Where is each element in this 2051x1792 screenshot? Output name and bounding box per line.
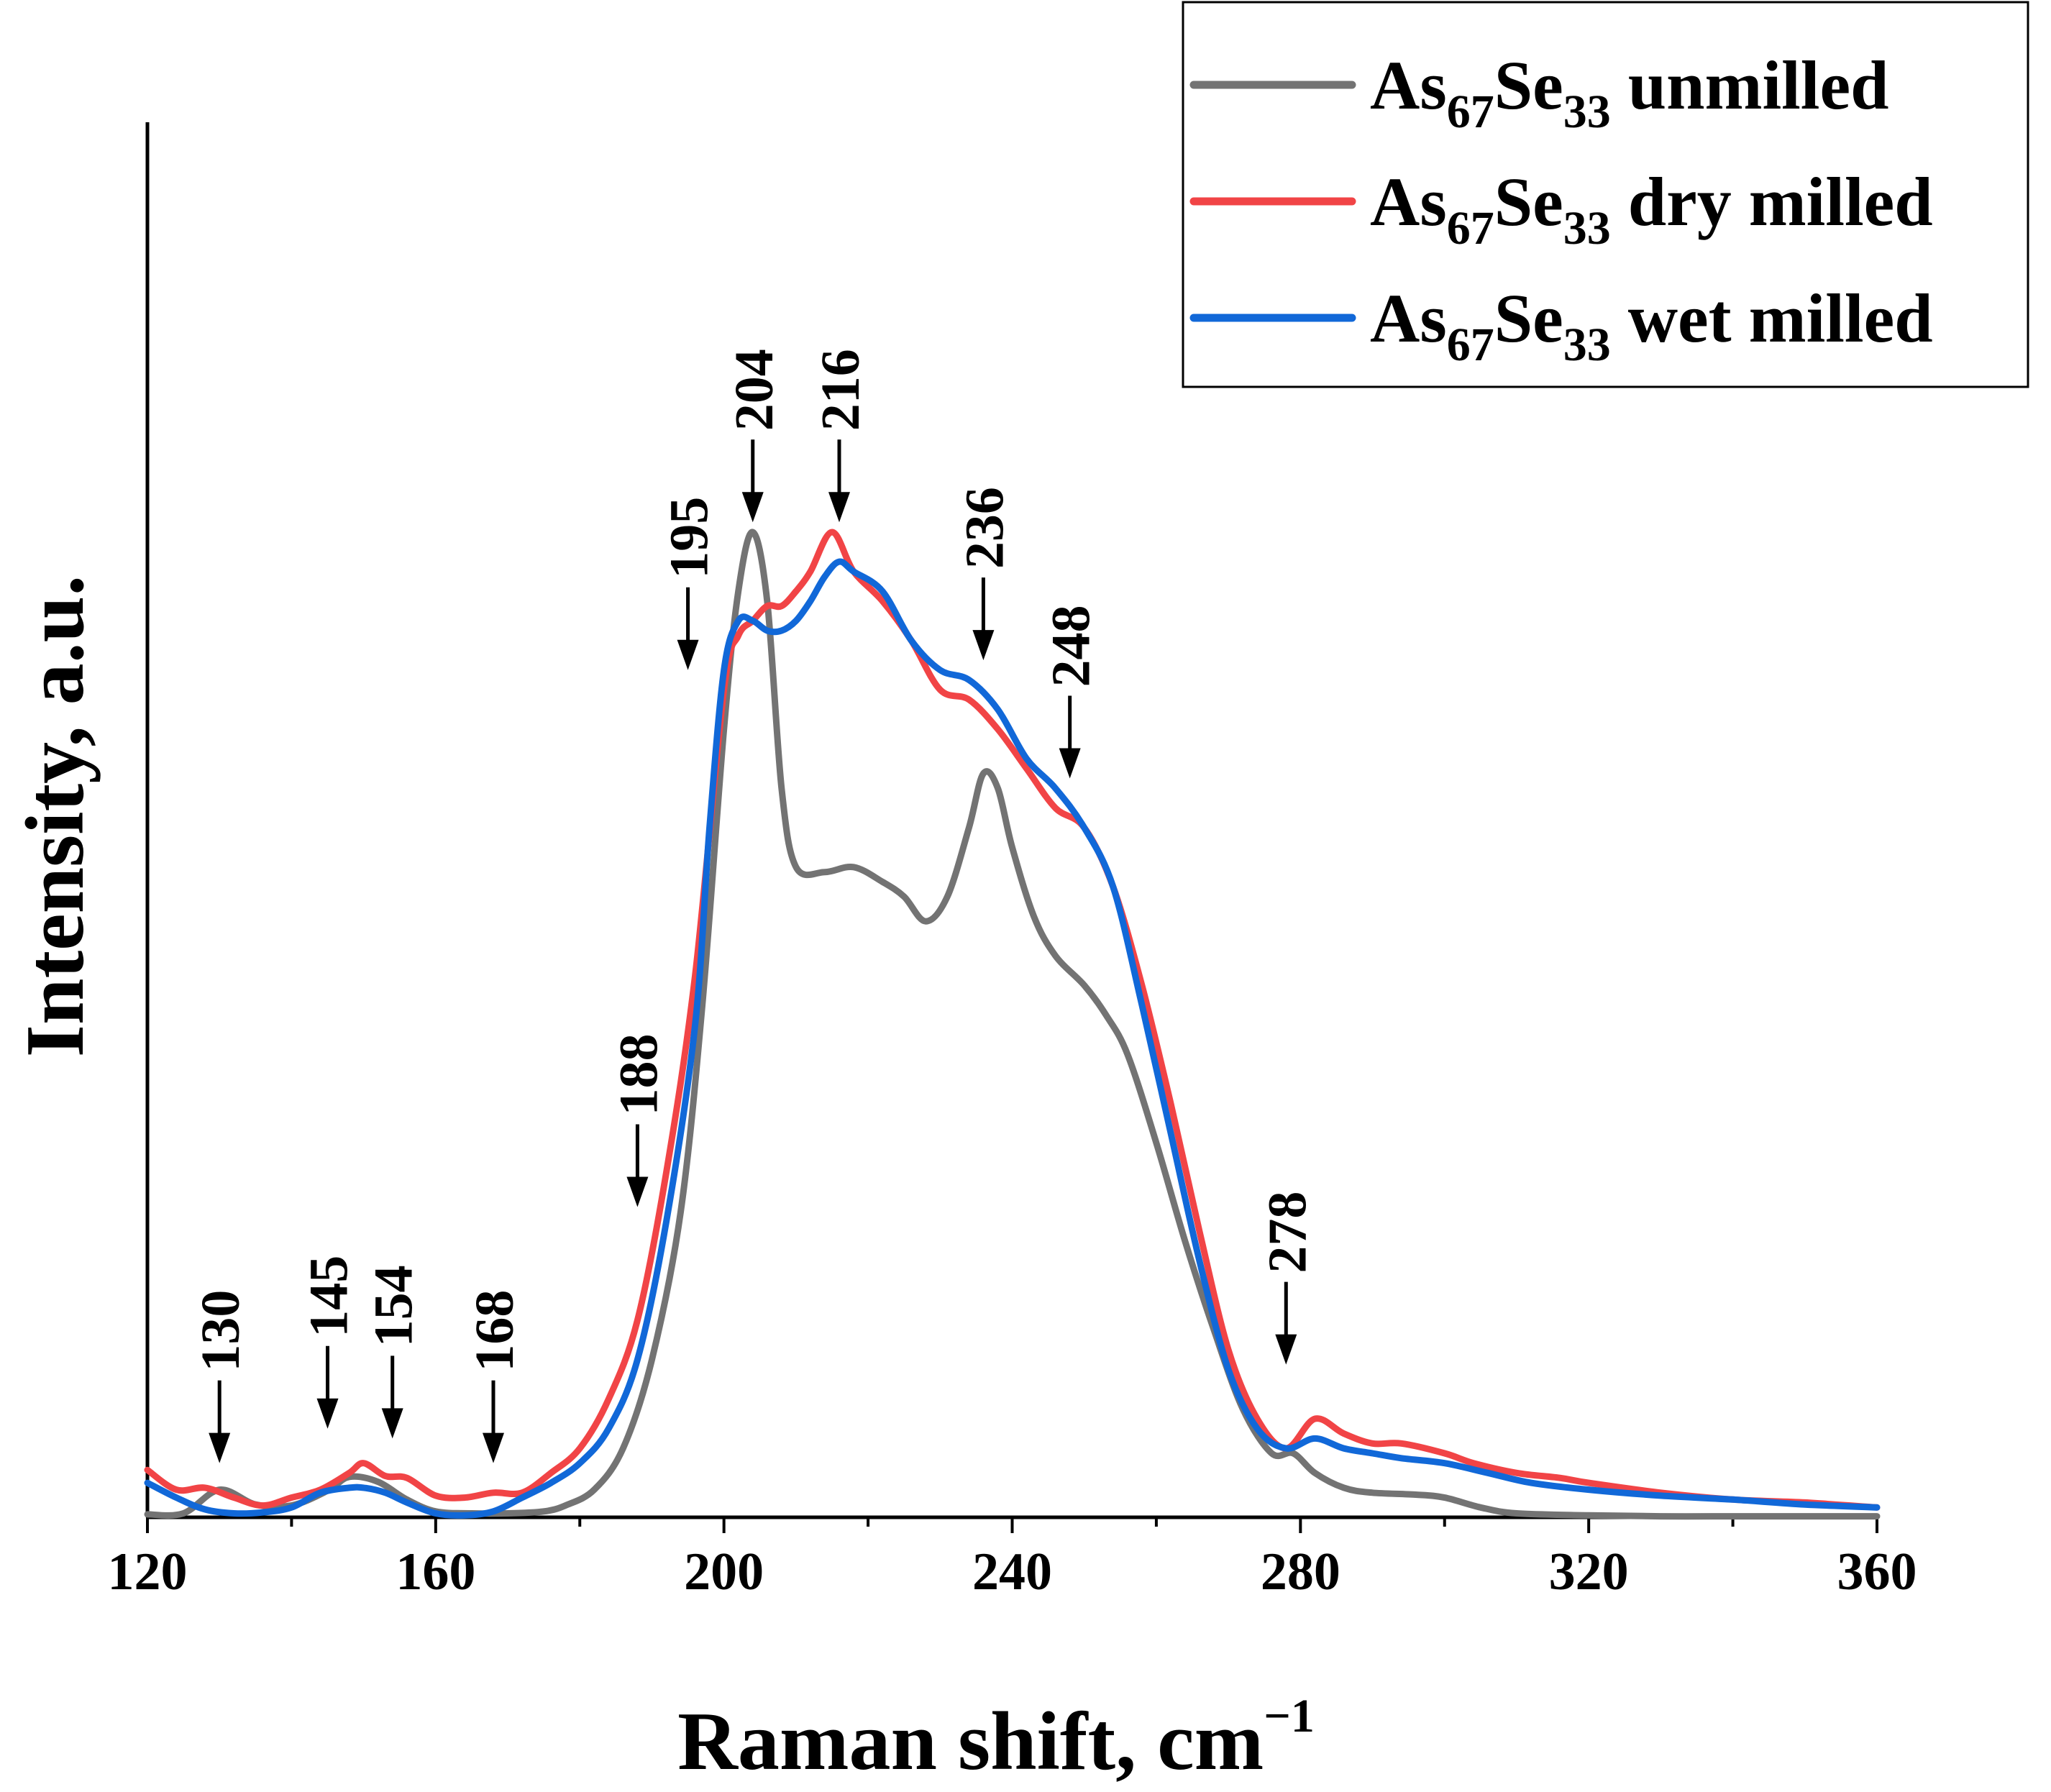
legend-label-part: 67 <box>1447 202 1494 255</box>
x-axis-title: Raman shift, cm−1 <box>677 1690 1315 1788</box>
legend-label: As67Se33 wet milled <box>1370 280 1933 371</box>
series-layer <box>144 529 1881 1520</box>
peak-annotation: 204 <box>724 349 785 523</box>
legend-item: As67Se33 wet milled <box>1189 280 1933 371</box>
peak-annotation: 216 <box>810 349 871 523</box>
x-tick-label: 120 <box>108 1542 188 1601</box>
peak-arrow-head <box>483 1432 504 1463</box>
legend-label-part: 33 <box>1563 86 1611 138</box>
x-axis-title-sup: −1 <box>1264 1690 1315 1742</box>
legend-label-part: As <box>1370 47 1447 124</box>
x-tick-label: 160 <box>396 1542 475 1601</box>
peak-annotation: 188 <box>608 1033 669 1207</box>
legend-label-part: 33 <box>1563 319 1611 371</box>
peak-annotation: 248 <box>1041 605 1102 779</box>
peak-label: 188 <box>608 1033 669 1115</box>
x-tick-label: 240 <box>972 1542 1052 1601</box>
peak-label: 248 <box>1041 605 1102 687</box>
peak-arrow-head <box>828 492 850 523</box>
x-tick-label: 280 <box>1261 1542 1340 1601</box>
peak-annotation: 168 <box>465 1290 525 1463</box>
y-axis-title: Intensity, a.u. <box>9 575 101 1057</box>
peak-annotation: 145 <box>299 1256 360 1429</box>
legend-label-part: As <box>1370 163 1447 240</box>
legend-item: As67Se33 dry milled <box>1189 163 1933 255</box>
peak-label: 216 <box>810 349 871 431</box>
peak-arrow-head <box>209 1432 231 1463</box>
peak-annotation: 154 <box>364 1265 424 1439</box>
peak-arrow-head <box>1059 748 1081 779</box>
series-line-1 <box>144 529 1881 1520</box>
legend-label-part: Se <box>1494 163 1563 240</box>
peak-label: 278 <box>1257 1192 1317 1274</box>
legend-label: As67Se33 unmilled <box>1370 47 1888 138</box>
peak-arrow-head <box>972 630 995 661</box>
peak-label: 154 <box>364 1265 424 1347</box>
legend-label-part: Se <box>1494 280 1563 357</box>
x-tick-label: 360 <box>1837 1542 1917 1601</box>
peak-arrow-head <box>381 1408 403 1439</box>
peak-arrow-head <box>741 492 764 523</box>
legend-label-part: Se <box>1494 47 1563 124</box>
peak-annotation: 278 <box>1257 1192 1317 1365</box>
peak-label: 236 <box>954 487 1015 569</box>
legend-label-part: 67 <box>1447 319 1494 371</box>
peak-label: 195 <box>659 497 720 579</box>
peak-arrow-head <box>626 1176 649 1207</box>
legend-label-part: As <box>1370 280 1447 357</box>
legend-label-part: dry milled <box>1611 163 1933 240</box>
peak-annotation: 195 <box>659 497 720 670</box>
series-line-3 <box>144 558 1881 1519</box>
peak-annotation: 236 <box>954 487 1015 661</box>
peak-arrow-head <box>677 639 699 670</box>
legend-label-part: unmilled <box>1611 47 1889 124</box>
axes: 120 160 200 240 280 320 360 <box>108 122 1917 1601</box>
peak-label: 145 <box>299 1256 360 1338</box>
peak-annotation: 130 <box>191 1290 251 1463</box>
x-axis-title-text: Raman shift, cm <box>677 1696 1264 1788</box>
peak-label: 204 <box>724 349 785 431</box>
legend-label-part: 67 <box>1447 86 1494 138</box>
peak-arrow-head <box>316 1398 339 1429</box>
legend-label-part: 33 <box>1563 202 1611 255</box>
annotation-layer: 130 145 154 168 188 195 204 216 236 248 278 <box>191 349 1317 1463</box>
x-tick-label: 200 <box>684 1542 764 1601</box>
legend-label-part: wet milled <box>1611 280 1933 357</box>
series-line-2 <box>144 529 1881 1511</box>
legend-box <box>1182 1 2029 388</box>
peak-label: 168 <box>465 1290 525 1372</box>
legend-label: As67Se33 dry milled <box>1370 163 1933 255</box>
peak-label: 130 <box>191 1290 251 1372</box>
x-tick-label: 320 <box>1549 1542 1629 1601</box>
legend-item: As67Se33 unmilled <box>1189 47 1888 138</box>
peak-arrow-head <box>1275 1334 1297 1365</box>
